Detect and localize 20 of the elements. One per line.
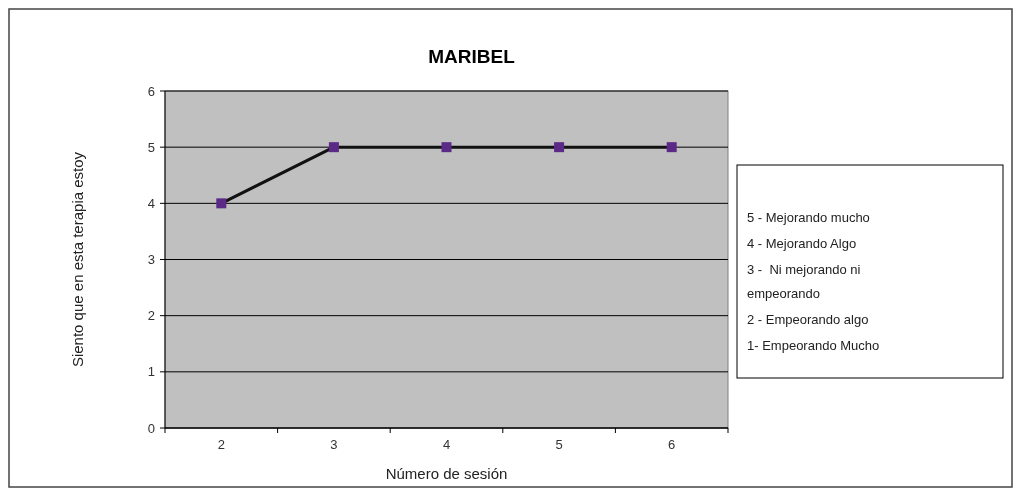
y-tick-label: 0 xyxy=(147,420,155,436)
chart-title: MARIBEL xyxy=(428,46,516,67)
x-axis-title: Número de sesión xyxy=(385,465,508,482)
x-tick-label: 6 xyxy=(668,437,676,452)
y-tick-label: 2 xyxy=(147,308,155,324)
text: 2 - Empeorando algo xyxy=(747,312,869,327)
text: 5 - Mejorando mucho xyxy=(747,210,870,225)
text: 4 - Mejorando Algo xyxy=(747,236,857,251)
text: 1- Empeorando Mucho xyxy=(747,338,880,353)
y-tick-label: 3 xyxy=(147,252,155,268)
y-tick-label: 4 xyxy=(147,195,155,211)
y-axis-title: Siento que en esta terapia estoy xyxy=(69,151,86,368)
x-tick-label: 5 xyxy=(555,437,563,452)
x-tick-label: 4 xyxy=(442,437,451,452)
text: 3 - Ni mejorando ni empeorando xyxy=(747,262,861,301)
y-tick-label: 6 xyxy=(147,83,155,99)
y-tick-label: 5 xyxy=(147,139,155,155)
y-tick-label: 1 xyxy=(147,364,155,380)
x-tick-label: 2 xyxy=(217,437,225,452)
x-tick-label: 3 xyxy=(330,437,338,452)
